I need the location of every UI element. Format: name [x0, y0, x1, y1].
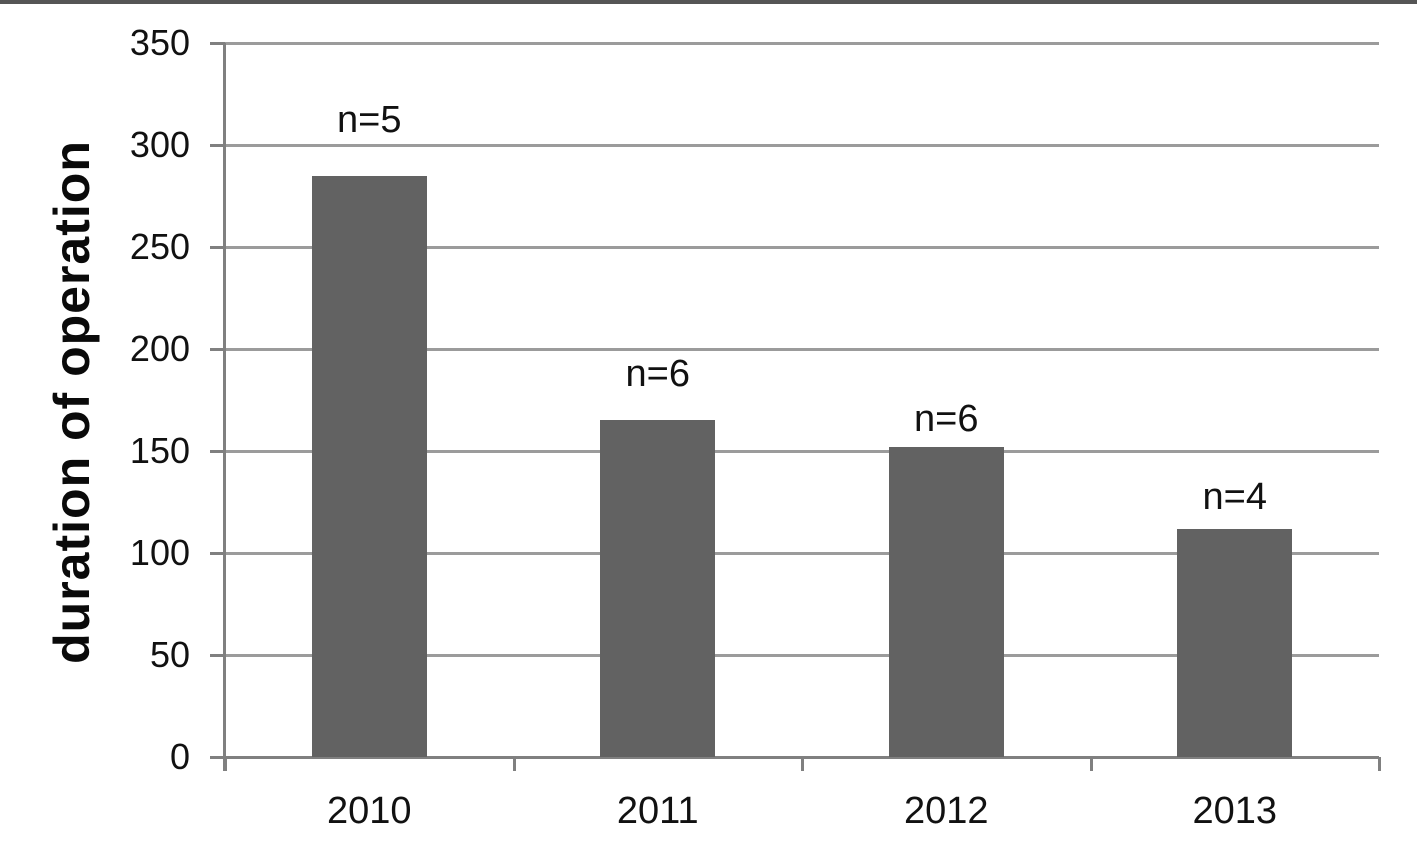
y-tick-label: 250	[129, 226, 190, 267]
x-axis-tick	[224, 757, 227, 771]
y-axis-tick	[210, 450, 225, 453]
bar-annotation-2013: n=4	[1202, 476, 1267, 518]
bar-2011	[600, 420, 715, 757]
gridline	[225, 144, 1379, 147]
y-tick-label: 300	[129, 124, 190, 165]
bar-annotation-2010: n=5	[337, 99, 402, 141]
x-tick-label-2011: 2011	[616, 790, 699, 832]
x-axis-tick	[1378, 757, 1381, 771]
gridline	[225, 654, 1379, 657]
gridline	[225, 450, 1379, 453]
y-axis-tick	[210, 348, 225, 351]
y-axis-tick	[210, 42, 225, 45]
bar-2010	[312, 176, 427, 757]
y-tick-label: 100	[129, 532, 190, 573]
x-axis-tick	[1090, 757, 1093, 771]
y-axis-tick	[210, 756, 225, 759]
y-tick-label: 200	[129, 328, 190, 369]
y-axis-tick	[210, 144, 225, 147]
x-tick-label-2012: 2012	[903, 790, 989, 832]
y-axis-tick	[210, 246, 225, 249]
x-axis-tick	[513, 757, 516, 771]
x-axis-tick	[801, 757, 804, 771]
x-tick-label-2010: 2010	[326, 790, 412, 832]
x-tick-label-2013: 2013	[1192, 790, 1278, 832]
gridline	[225, 42, 1379, 45]
y-axis-title: duration of operation	[44, 140, 100, 664]
gridline	[225, 348, 1379, 351]
bar-2012	[889, 447, 1004, 757]
y-tick-label: 0	[169, 736, 190, 777]
bar-annotation-2012: n=6	[914, 398, 979, 440]
y-axis-line	[223, 43, 226, 771]
y-axis-tick	[210, 552, 225, 555]
gridline	[225, 246, 1379, 249]
bar-2013	[1177, 529, 1292, 757]
y-tick-label: 150	[129, 430, 190, 471]
bar-annotation-2011: n=6	[625, 353, 690, 395]
y-tick-label: 350	[129, 22, 190, 63]
y-axis-tick	[210, 654, 225, 657]
figure-top-border	[0, 0, 1417, 4]
gridline	[225, 552, 1379, 555]
y-tick-label: 50	[149, 634, 190, 675]
